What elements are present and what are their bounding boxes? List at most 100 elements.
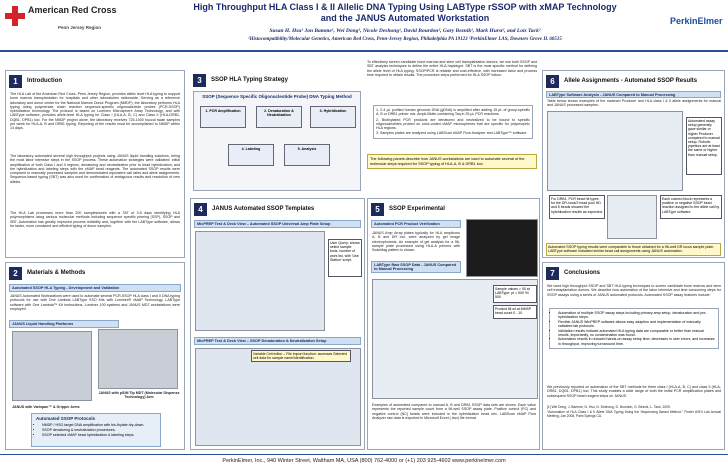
section-experimental: 5 SSOP Experimental Automated PCR Product… — [367, 198, 540, 450]
section-title: Allele Assignments - Automated SSOP Resu… — [564, 78, 698, 84]
reference: [1] Wei Dong, J. Bamme, N. Hsu, N. Desho… — [547, 405, 671, 409]
org-name: American Red Cross — [28, 5, 117, 15]
diagram-step: 2. Denaturation & Neutralization — [256, 106, 302, 128]
bullet-box: Automation of multiple SSOP assay steps … — [549, 308, 719, 350]
paragraph: The HLA Lab of the American Red Cross, P… — [10, 92, 180, 131]
gel-image — [466, 219, 538, 277]
note: Product fill wt at MMSP bead count 0 - 1… — [493, 305, 537, 319]
section-number: 2 — [9, 266, 22, 280]
section-title: Introduction — [27, 78, 62, 84]
subheading: MicPREP Test & Deck View – SSOP Denatura… — [194, 337, 361, 345]
subheading: MicPREP Test & Deck View – Automated SSO… — [194, 220, 361, 228]
diagram-step: 1. PCR Amplification — [200, 106, 246, 128]
note: Each colored block represents a positive… — [660, 195, 722, 219]
callout: Automated SSOP typing results were compa… — [546, 243, 721, 256]
sponsor-logo: PerkinElmer — [670, 16, 723, 26]
bullet: NMDP / HSG target DNA amplification with… — [42, 423, 160, 428]
section-title: SSOP Experimental — [389, 206, 445, 212]
bullet-list: NMDP / HSG target DNA amplification with… — [32, 423, 160, 437]
box-title: Automated SSOP Protocols — [36, 416, 96, 421]
section-number: 6 — [546, 74, 559, 88]
section-introduction: 1 Introduction The HLA Lab of the America… — [5, 70, 185, 258]
section-strategy: 3 SSOP HLA Typing Strategy SSOP (Sequence… — [190, 58, 540, 195]
note: Sample values > 50 at LABType: pt = 500 … — [493, 285, 537, 303]
bullet-list: Automation of multiple SSOP assay steps … — [550, 311, 716, 346]
photo — [12, 331, 92, 401]
section-title: JANUS Automated SSOP Templates — [212, 206, 315, 212]
paragraph: JANUS Automated Workstations were used t… — [10, 294, 180, 311]
diagram-step: 3. Hybridization — [310, 106, 356, 128]
section-header: 5 SSOP Experimental — [371, 202, 536, 216]
footer-rule — [0, 454, 728, 455]
paragraph: Table below shows examples of the matche… — [547, 99, 721, 108]
red-cross-logo — [5, 6, 25, 26]
title-line: High Throughput HLA Class I & II Allelic… — [193, 2, 617, 12]
section-number: 7 — [546, 266, 559, 280]
list-item: 2. Biotinylated PCR products are denatur… — [376, 117, 530, 131]
subheading: Automated PCR Product Verification — [371, 220, 461, 228]
diagram-step: 5. Analysis — [284, 144, 330, 166]
org-region: Penn Jersey Region — [58, 25, 102, 30]
numbered-list: 1. 2-4 µL purified human genomic DNA (gD… — [373, 105, 533, 139]
section-number: 4 — [194, 202, 207, 216]
paragraph: JANUS Amp Array plates typically for HLA… — [372, 231, 460, 253]
bullet: Flexible JANUS WinPREP software allows e… — [558, 320, 716, 329]
section-number: 1 — [9, 74, 22, 88]
title-line: and the JANUS Automated Workstation — [320, 13, 490, 23]
caption: JANUS with pSiM Tip MDT (Molecular Dispe… — [98, 391, 180, 400]
screenshot — [195, 231, 325, 331]
header-rule — [0, 50, 728, 52]
paragraph: We previously reported on automation of … — [547, 385, 721, 398]
footer: PerkinElmer, Inc., 940 Winter Street, Wa… — [222, 458, 506, 464]
note: Variable Cell editor – File import funct… — [251, 350, 351, 362]
section-title: SSOP HLA Typing Strategy — [211, 77, 288, 83]
protocols-box: Automated SSOP Protocols NMDP / HSG targ… — [31, 413, 161, 447]
bullet: Automation results in reduced hands-on a… — [558, 337, 716, 346]
section-methods: 2 Materials & Methods Automated SSOP HLA … — [5, 262, 185, 450]
list-item: 1. 2-4 µL purified human genomic DNA (gD… — [376, 108, 530, 117]
diagram-step: 4. Labeling — [228, 144, 274, 166]
caption: JANUS with Varispan™ & Gripper Arms — [12, 405, 80, 409]
section-number: 3 — [193, 73, 206, 87]
paragraph: We used high throughput SSOP and SBT HLA… — [547, 284, 721, 297]
diagram-title: SSOP (Sequence Specific Oligonucleotide … — [202, 94, 352, 99]
figure-bar: JANUS Liquid Handling Platforms — [9, 320, 119, 328]
caption: Examples of automated compared to manual… — [372, 403, 536, 420]
bullet: SSOP denaturing & neutralization procedu… — [42, 428, 160, 433]
bullet: SSOP selected xMAP bead hybridization & … — [42, 433, 160, 438]
section-header: 6 Allele Assignments - Automated SSOP Res… — [546, 74, 721, 88]
paragraph: The laboratory automated several high th… — [10, 154, 180, 184]
section-header: 1 Introduction — [9, 74, 181, 88]
list-item: 3. Samples plates are analyzed using LAB… — [376, 131, 528, 136]
affiliations: ¹Histocompatibility/Molecular Genetics, … — [248, 37, 562, 42]
section-header: 4 JANUS Automated SSOP Templates — [194, 202, 361, 216]
section-header: 7 Conclusions — [546, 266, 721, 280]
section-number: 5 — [371, 202, 384, 216]
photo — [98, 329, 178, 389]
bullet: Validation results indicate automated HL… — [558, 329, 716, 338]
bullet: Automation of multiple SSOP assay steps … — [558, 311, 716, 320]
section-conclusions: 7 Conclusions We used high throughput SSO… — [542, 262, 725, 450]
note: User Query: shows select sample tools, n… — [328, 239, 362, 277]
paragraph: To effectively screen candidate bone mar… — [367, 60, 537, 77]
reference: "Automation of HLA Class I & II Allele D… — [547, 410, 721, 419]
subheading: LABType Raw SSOP Data - JANUS Compared t… — [371, 261, 461, 273]
callout: The following panels describe how JANUS … — [367, 154, 537, 170]
subheading: LABType Software Analysis - JANUS Compar… — [546, 91, 721, 98]
subheading: Automated SSOP HLA Typing - Development … — [9, 284, 181, 292]
section-title: Materials & Methods — [27, 270, 86, 276]
authors: Susan H. Hsu¹ Jon Bamme¹, Wei Dong¹, Nic… — [269, 28, 541, 34]
chart-image — [607, 195, 657, 239]
paragraph: The HLA Lab processes more than 200 samp… — [10, 211, 180, 228]
section-assignments: 6 Allele Assignments - Automated SSOP Res… — [542, 70, 725, 258]
diagram: SSOP (Sequence Specific Oligonucleotide … — [193, 91, 361, 191]
section-templates: 4 JANUS Automated SSOP Templates MicPREP … — [190, 198, 365, 450]
section-title: Conclusions — [564, 270, 601, 276]
note: Automated assay setup generally gave sim… — [686, 117, 722, 175]
section-header: 3 SSOP HLA Typing Strategy — [193, 73, 363, 87]
section-header: 2 Materials & Methods — [9, 266, 181, 280]
data-table — [547, 111, 683, 191]
poster-title: High Throughput HLA Class I & II Allelic… — [130, 2, 680, 24]
screenshot — [195, 348, 361, 446]
